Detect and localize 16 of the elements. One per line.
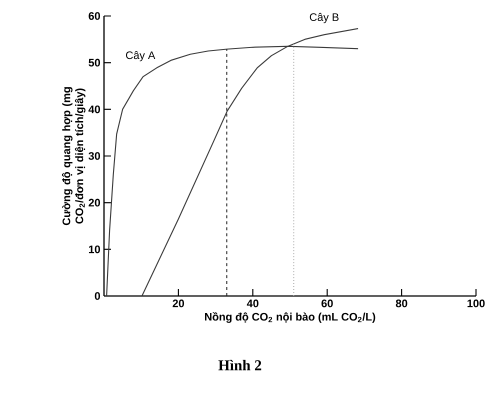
y-tick-label: 10: [88, 245, 100, 254]
y-tick-label: 20: [88, 198, 100, 207]
y-tick-label: 30: [88, 152, 100, 160]
x-tick-label: 100: [468, 300, 485, 308]
x-tick-label: 80: [396, 300, 408, 308]
x-tick-label: 40: [246, 300, 258, 308]
y-tick-label: 60: [88, 12, 100, 20]
x-axis-title: Nồng độ CO$_{2}$ nội bào (mL CO$_{2}$/L): [205, 312, 376, 323]
y-tick-label: 0: [94, 292, 100, 300]
text: Hình 2: [218, 360, 262, 370]
x-tick-label: 20: [172, 300, 184, 308]
series-label: Cây B: [310, 12, 339, 24]
y-tick-label: 50: [88, 58, 100, 67]
y-tick-label: 40: [88, 105, 100, 114]
x-tick-label: 60: [322, 300, 333, 308]
series-label: Cây A: [126, 51, 156, 62]
